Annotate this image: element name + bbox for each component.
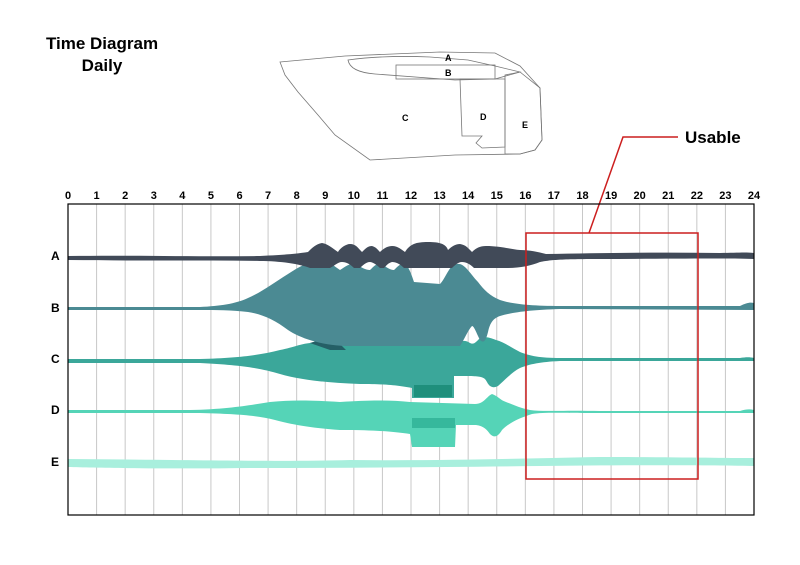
title-line-1: Time Diagram — [45, 34, 159, 53]
row-label-c: C — [51, 352, 60, 366]
x-tick-label-8: 8 — [294, 190, 300, 202]
row-a-flow — [68, 242, 754, 268]
zone-a-b-strip — [347, 56, 522, 81]
x-tick-label-13: 13 — [433, 190, 445, 202]
x-axis-ticks: 0 1 2 3 4 5 6 7 8 9 10 11 12 13 14 15 16 17 18 19 20 21 22 23 24 — [65, 190, 761, 202]
x-tick-label-20: 20 — [634, 190, 646, 202]
row-d-flow — [68, 394, 754, 447]
usable-window-box — [525, 232, 699, 480]
x-tick-label-9: 9 — [322, 190, 328, 202]
map-label-d: D — [480, 112, 487, 122]
x-tick-label-2: 2 — [122, 190, 128, 202]
zone-e-outline — [504, 71, 543, 155]
row-b-band — [68, 262, 754, 346]
zone-b-block — [395, 64, 496, 80]
row-e-flow — [68, 457, 754, 469]
row-c-peak — [414, 385, 452, 397]
row-b-flow — [68, 262, 754, 346]
map-label-b: B — [445, 68, 452, 78]
usable-label: Usable — [685, 128, 741, 147]
row-a-band — [68, 242, 754, 268]
map-label-c: C — [402, 113, 409, 123]
x-tick-label-10: 10 — [348, 190, 360, 202]
x-tick-label-0: 0 — [65, 190, 71, 202]
x-tick-label-21: 21 — [662, 190, 674, 202]
row-d-peak — [412, 418, 455, 428]
row-label-e: E — [51, 455, 59, 469]
row-label-b: B — [51, 301, 60, 315]
x-tick-label-6: 6 — [236, 190, 242, 202]
map-label-e: E — [522, 120, 528, 130]
x-tick-label-3: 3 — [151, 190, 157, 202]
x-tick-label-12: 12 — [405, 190, 417, 202]
row-c-band — [68, 330, 754, 398]
x-tick-label-19: 19 — [605, 190, 617, 202]
row-labels: A B C D E — [51, 249, 60, 469]
row-label-d: D — [51, 403, 60, 417]
site-plan-map: A B C D E — [279, 51, 543, 161]
usable-annotation: Usable — [525, 128, 741, 480]
x-tick-label-4: 4 — [179, 190, 186, 202]
x-tick-label-7: 7 — [265, 190, 271, 202]
title-line-2: Daily — [81, 56, 123, 75]
x-tick-label-15: 15 — [491, 190, 503, 202]
chart-frame — [67, 203, 755, 516]
x-tick-label-16: 16 — [519, 190, 531, 202]
usable-leader-line — [588, 136, 678, 234]
x-tick-label-11: 11 — [377, 190, 389, 202]
x-tick-label-24: 24 — [748, 190, 761, 202]
x-tick-label-23: 23 — [719, 190, 731, 202]
x-tick-label-5: 5 — [208, 190, 214, 202]
map-label-a: A — [445, 53, 452, 63]
x-tick-label-17: 17 — [548, 190, 560, 202]
x-tick-label-22: 22 — [691, 190, 703, 202]
x-tick-label-18: 18 — [576, 190, 588, 202]
x-tick-label-14: 14 — [462, 190, 475, 202]
x-tick-label-1: 1 — [94, 190, 100, 202]
row-d-band — [68, 394, 754, 447]
row-e-band — [68, 457, 754, 469]
row-label-a: A — [51, 249, 60, 263]
diagram-title: Time Diagram Daily — [16, 33, 188, 77]
